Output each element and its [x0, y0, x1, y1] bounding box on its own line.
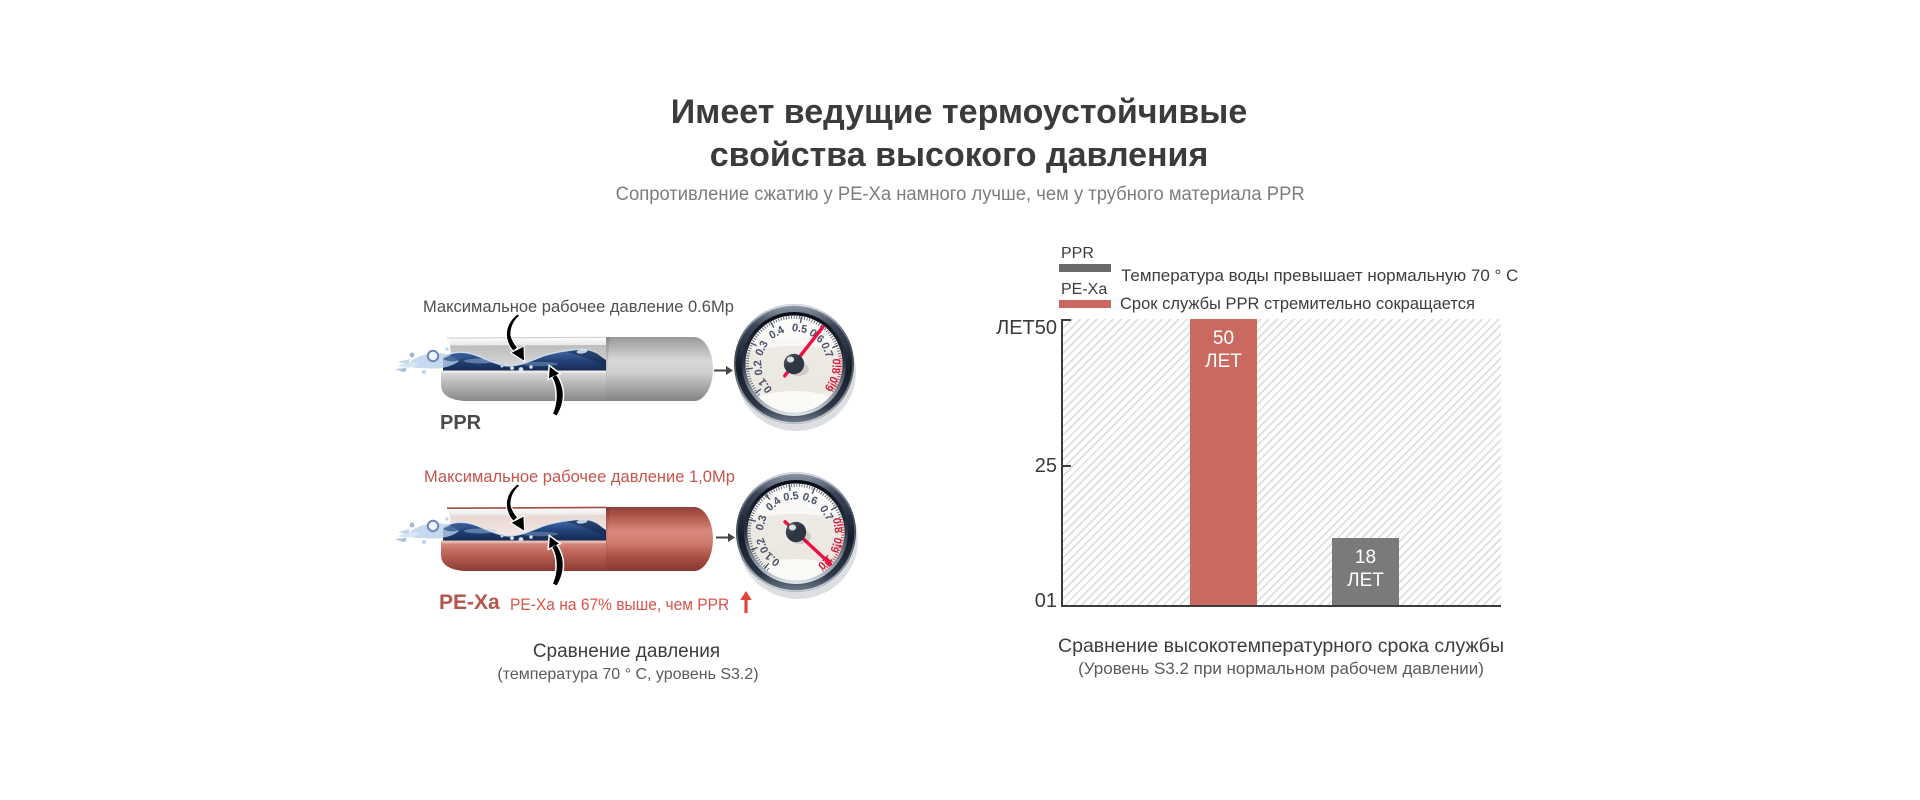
- svg-text:0.8: 0.8: [829, 358, 842, 374]
- svg-text:0.5: 0.5: [791, 322, 808, 336]
- svg-text:0.2: 0.2: [755, 536, 772, 555]
- svg-text:0.8: 0.8: [830, 517, 844, 534]
- svg-text:0.5: 0.5: [783, 490, 800, 504]
- svg-text:0.6: 0.6: [800, 491, 819, 508]
- svg-text:0.9: 0.9: [827, 536, 843, 554]
- svg-text:0.2: 0.2: [752, 359, 766, 375]
- svg-text:0.3: 0.3: [754, 514, 770, 532]
- svg-text:0.7: 0.7: [818, 341, 835, 360]
